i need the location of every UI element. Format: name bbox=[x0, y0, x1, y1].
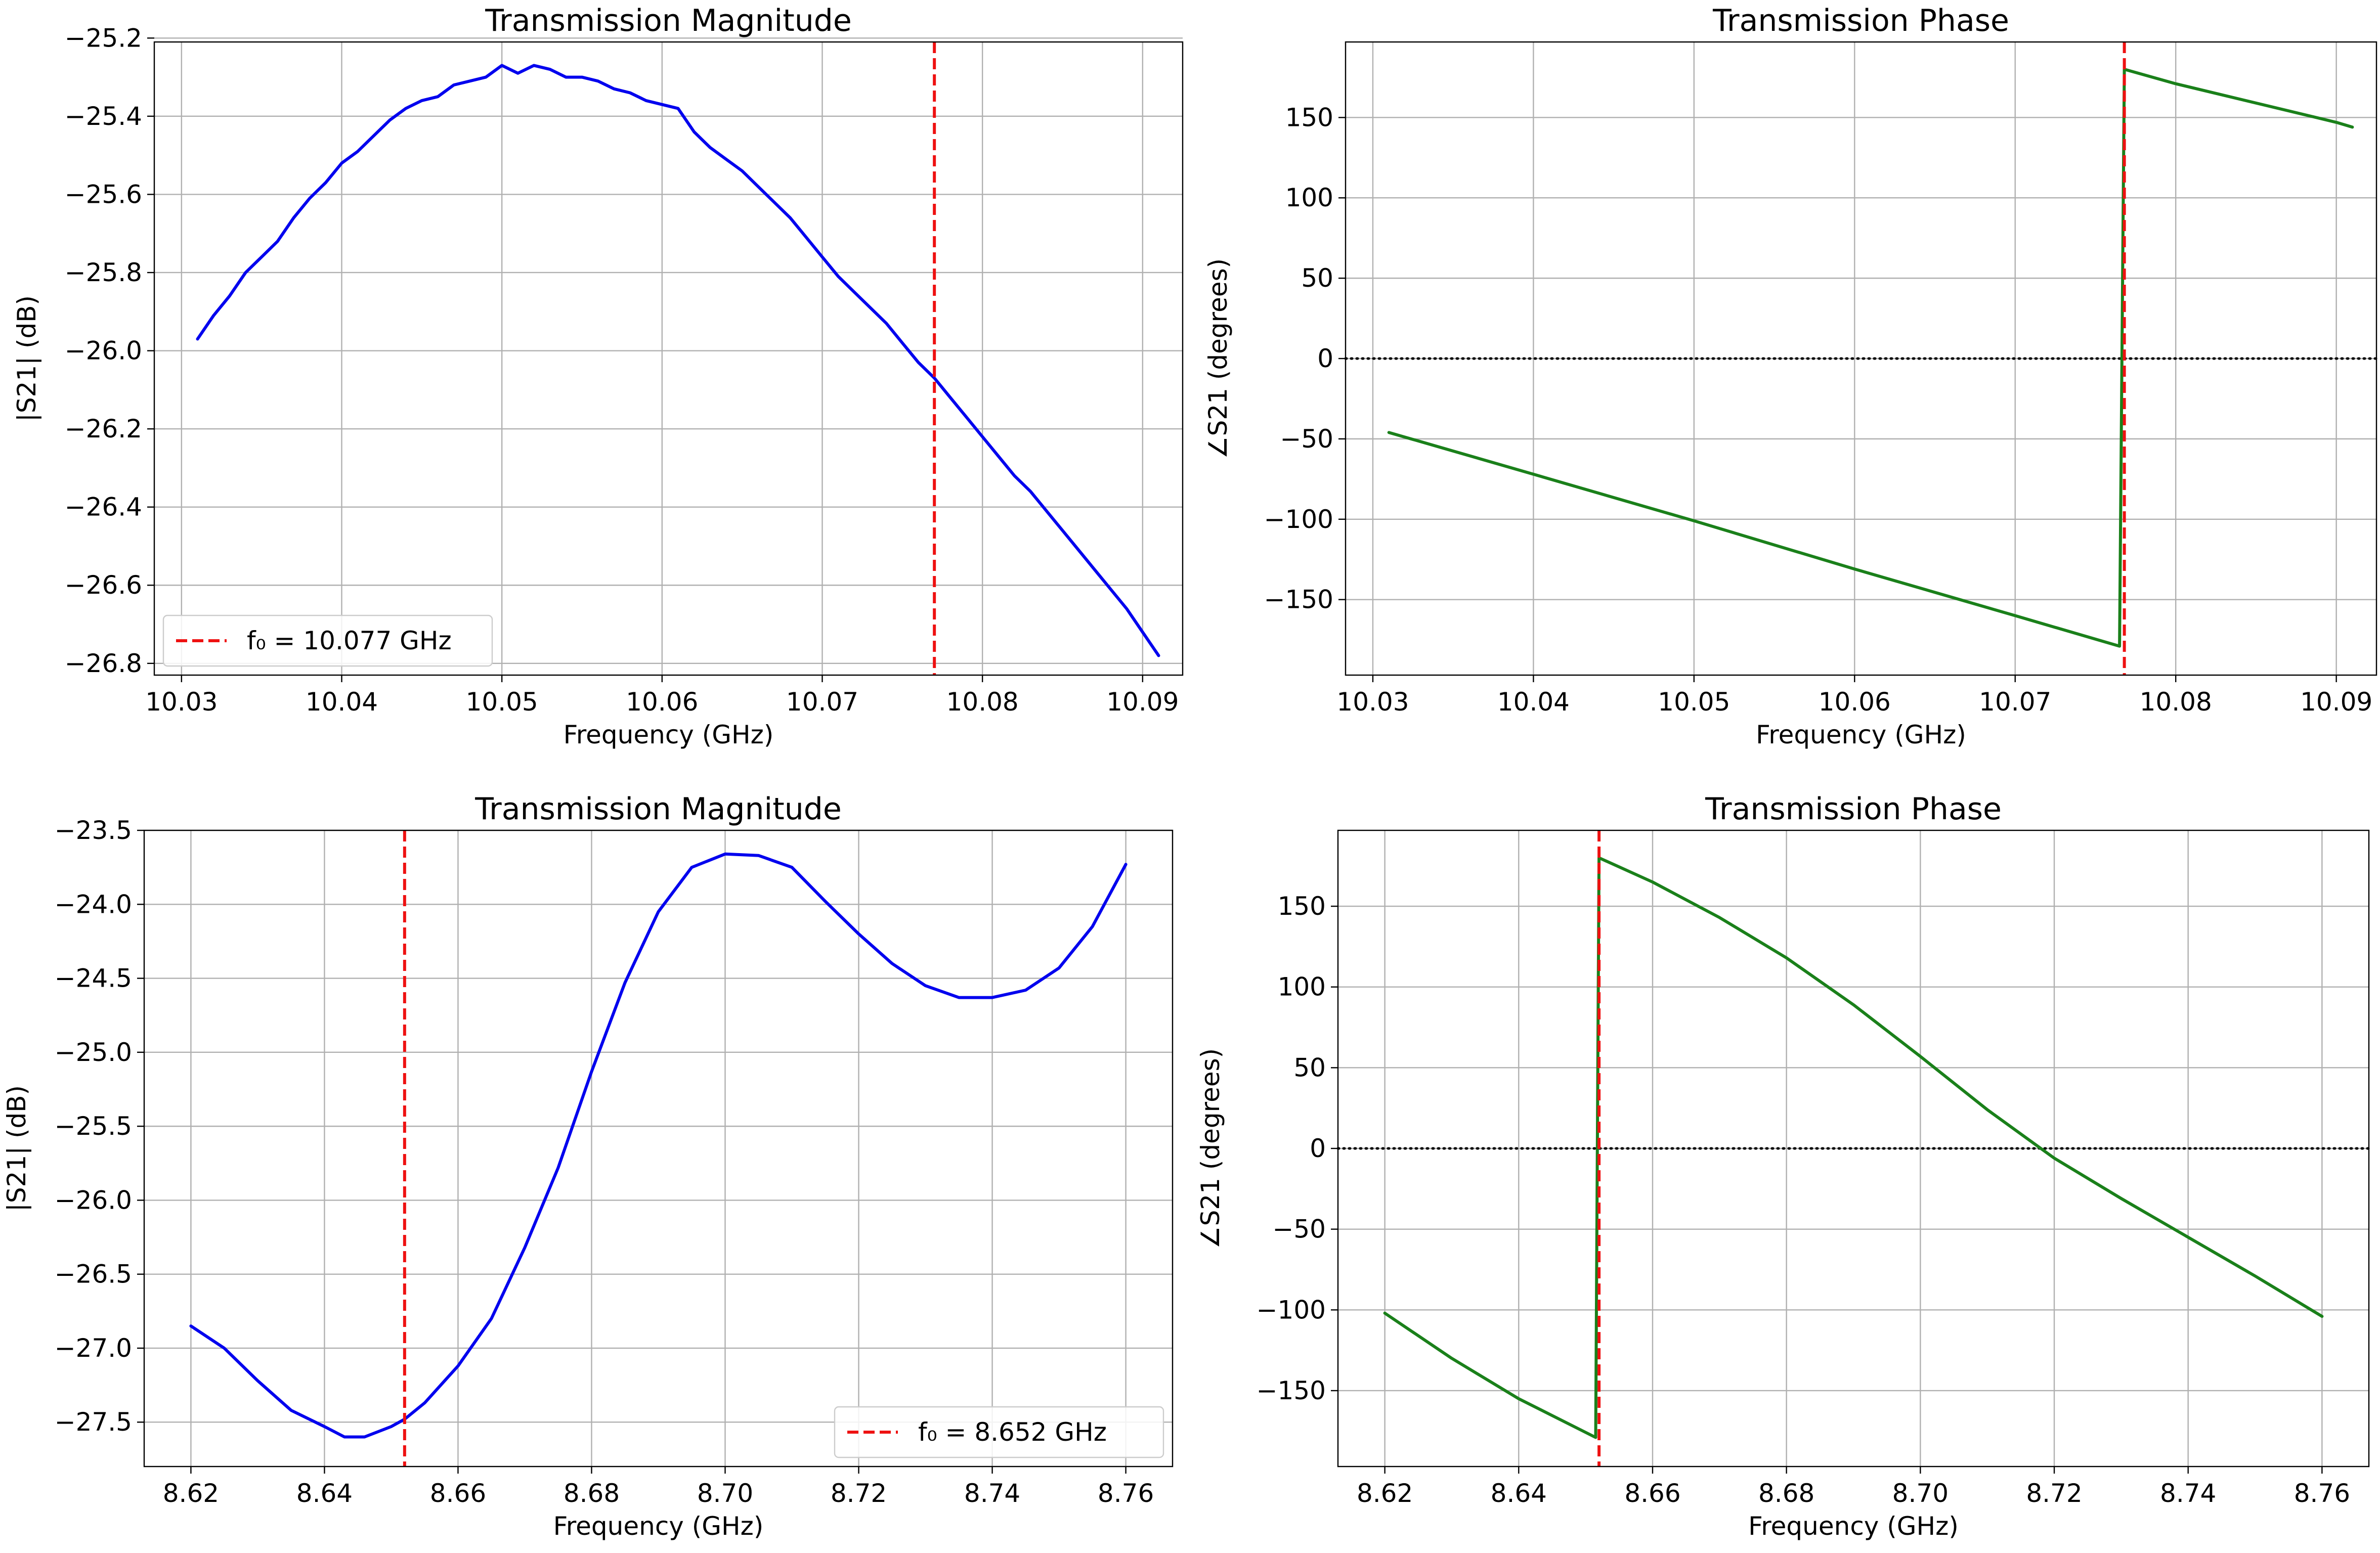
y-tick-label: −25.5 bbox=[55, 1112, 132, 1141]
chart-title: Transmission Magnitude bbox=[474, 791, 842, 827]
subplot-2: 10.03 10.04 10.05 10.06 10.07 10.08 10.09 150 10… bbox=[1203, 3, 2378, 749]
x-tick-label: 10.04 bbox=[1497, 687, 1570, 717]
legend: f₀ = 10.077 GHz bbox=[162, 614, 493, 667]
axes-frame bbox=[153, 41, 1184, 676]
plot-area bbox=[154, 42, 1183, 675]
y-tick-label: −24.5 bbox=[55, 964, 132, 993]
y-tick-label: −150 bbox=[1257, 1376, 1326, 1405]
y-tick-label: −26.0 bbox=[65, 336, 142, 366]
x-tick-label: 8.64 bbox=[1491, 1479, 1547, 1508]
y-tick-label: −150 bbox=[1264, 585, 1333, 614]
x-tick-label: 10.08 bbox=[2140, 687, 2212, 717]
y-axis-label: |S21| (dB) bbox=[2, 1085, 31, 1212]
y-tick-label: −50 bbox=[1272, 1215, 1326, 1244]
x-tick-label: 8.62 bbox=[1357, 1479, 1413, 1508]
x-tick-label: 8.72 bbox=[831, 1479, 887, 1508]
y-tick-label: −26.8 bbox=[65, 649, 142, 678]
y-axis-label: ∠S21 (degrees) bbox=[1203, 258, 1233, 459]
x-tick-label: 10.09 bbox=[2300, 687, 2372, 717]
x-tick-label: 10.07 bbox=[1979, 687, 2051, 717]
axes-frame bbox=[143, 829, 1174, 1468]
series-line bbox=[1387, 68, 2354, 648]
series-line bbox=[189, 852, 1128, 1439]
chart-title: Transmission Phase bbox=[1712, 3, 2009, 38]
x-tick-label: 8.68 bbox=[564, 1479, 620, 1508]
y-axis-label: ∠S21 (degrees) bbox=[1196, 1048, 1225, 1249]
x-tick-label: 10.09 bbox=[1106, 687, 1179, 717]
x-tick-label: 8.62 bbox=[163, 1479, 219, 1508]
y-tick-label: −25.4 bbox=[65, 102, 142, 131]
legend-label: f₀ = 10.077 GHz bbox=[247, 626, 452, 655]
y-tick-label: 100 bbox=[1285, 183, 1333, 212]
subplot-4: 8.62 8.64 8.66 8.68 8.70 8.72 8.74 8.76 150 100 50… bbox=[1196, 791, 2370, 1541]
x-tick-label: 10.06 bbox=[1819, 687, 1891, 717]
x-tick-label: 8.72 bbox=[2026, 1479, 2082, 1508]
y-tick-label: −26.5 bbox=[55, 1260, 132, 1289]
x-axis-label: Frequency (GHz) bbox=[1748, 1512, 1959, 1541]
y-tick-label: 0 bbox=[1310, 1134, 1326, 1163]
y-tick-label: 0 bbox=[1317, 344, 1333, 373]
x-tick-label: 10.08 bbox=[946, 687, 1019, 717]
y-tick-label: −27.0 bbox=[55, 1334, 132, 1363]
legend-box bbox=[834, 1406, 1164, 1458]
y-axis-label: |S21| (dB) bbox=[12, 295, 41, 422]
x-tick-label: 10.05 bbox=[1658, 687, 1730, 717]
y-tick-label: −23.5 bbox=[55, 816, 132, 845]
x-tick-label: 8.74 bbox=[2160, 1479, 2216, 1508]
x-tick-label: 8.68 bbox=[1758, 1479, 1814, 1508]
x-axis-label: Frequency (GHz) bbox=[553, 1512, 764, 1541]
y-tick-label: −24.0 bbox=[55, 890, 132, 919]
y-tick-label: −25.8 bbox=[65, 258, 142, 287]
y-tick-label: −25.2 bbox=[65, 23, 142, 53]
x-tick-label: 10.03 bbox=[145, 687, 218, 717]
x-tick-label: 8.64 bbox=[296, 1479, 353, 1508]
subplot-3: 8.62 8.64 8.66 8.68 8.70 8.72 8.74 8.76 −23.5 −24… bbox=[2, 791, 1174, 1541]
x-tick-label: 8.66 bbox=[430, 1479, 486, 1508]
y-tick-label: −50 bbox=[1280, 424, 1333, 454]
y-tick-label: −27.5 bbox=[55, 1407, 132, 1437]
chart-title: Transmission Phase bbox=[1705, 791, 2002, 827]
x-tick-label: 8.76 bbox=[1098, 1479, 1154, 1508]
plot-area bbox=[144, 830, 1173, 1467]
x-axis-label: Frequency (GHz) bbox=[1756, 720, 1966, 749]
series-line bbox=[1383, 856, 2324, 1439]
x-tick-label: 10.03 bbox=[1336, 687, 1409, 717]
x-tick-label: 10.06 bbox=[626, 687, 698, 717]
legend: f₀ = 8.652 GHz bbox=[834, 1406, 1164, 1458]
y-tick-label: −26.6 bbox=[65, 570, 142, 600]
y-tick-label: −25.6 bbox=[65, 180, 142, 209]
y-tick-label: 150 bbox=[1285, 103, 1333, 132]
x-axis-label: Frequency (GHz) bbox=[564, 720, 774, 749]
x-tick-label: 10.07 bbox=[786, 687, 858, 717]
x-tick-label: 10.04 bbox=[306, 687, 378, 717]
series-line bbox=[196, 64, 1160, 657]
y-tick-label: −25.0 bbox=[55, 1038, 132, 1067]
x-tick-label: 8.76 bbox=[2294, 1479, 2350, 1508]
y-tick-label: −26.0 bbox=[55, 1185, 132, 1215]
y-tick-label: 50 bbox=[1293, 1053, 1326, 1082]
x-tick-label: 8.70 bbox=[697, 1479, 753, 1508]
chart-title: Transmission Magnitude bbox=[485, 3, 852, 38]
y-tick-label: −100 bbox=[1264, 505, 1333, 534]
legend-box bbox=[162, 614, 493, 667]
subplot-1: 10.03 10.04 10.05 10.06 10.07 10.08 10.09 −25.2… bbox=[12, 3, 1184, 749]
y-tick-label: 100 bbox=[1278, 972, 1326, 1002]
x-tick-label: 10.05 bbox=[466, 687, 538, 717]
y-tick-label: −100 bbox=[1257, 1295, 1326, 1324]
x-tick-label: 8.74 bbox=[964, 1479, 1020, 1508]
x-tick-label: 8.70 bbox=[1892, 1479, 1949, 1508]
x-tick-label: 8.66 bbox=[1624, 1479, 1680, 1508]
y-tick-label: −26.4 bbox=[65, 493, 142, 522]
legend-label: f₀ = 8.652 GHz bbox=[918, 1417, 1107, 1447]
y-tick-label: −26.2 bbox=[65, 414, 142, 443]
y-tick-label: 150 bbox=[1278, 892, 1326, 921]
y-tick-label: 50 bbox=[1301, 263, 1333, 293]
